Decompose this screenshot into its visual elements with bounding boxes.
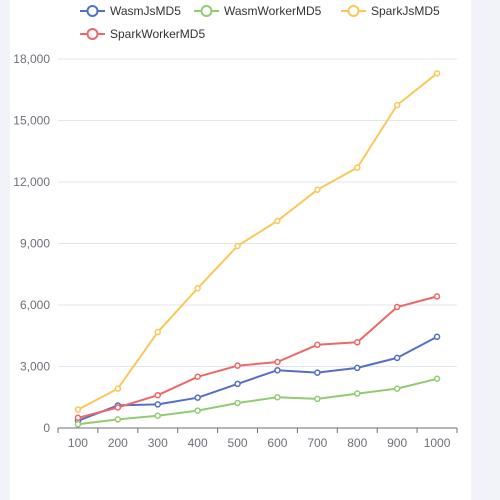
legend-label[interactable]: SparkJsMD5 (371, 4, 440, 18)
x-tick-label: 900 (387, 436, 407, 450)
data-point[interactable] (433, 333, 441, 341)
data-point[interactable] (314, 395, 321, 403)
x-tick-label: 600 (267, 436, 287, 450)
data-point[interactable] (393, 303, 401, 311)
legend-label[interactable]: WasmWorkerMD5 (224, 4, 322, 18)
data-point[interactable] (194, 373, 201, 380)
x-tick-label: 400 (188, 436, 208, 450)
x-tick-label: 700 (307, 436, 327, 450)
y-tick-label: 0 (43, 421, 50, 435)
data-point[interactable] (274, 358, 281, 366)
data-point[interactable] (354, 364, 361, 372)
data-point[interactable] (433, 375, 441, 383)
data-point[interactable] (274, 394, 281, 401)
x-tick-label: 100 (68, 436, 88, 450)
series-line-sparkworkermd5 (77, 295, 438, 419)
data-point[interactable] (74, 414, 82, 421)
data-point[interactable] (74, 406, 82, 413)
data-point[interactable] (154, 328, 161, 336)
data-point[interactable] (393, 385, 401, 392)
data-point[interactable] (194, 394, 201, 401)
legend-symbol[interactable] (347, 5, 360, 17)
data-point[interactable] (114, 385, 122, 392)
data-point[interactable] (194, 407, 201, 414)
x-tick-label: 500 (228, 436, 248, 450)
data-point[interactable] (194, 284, 201, 292)
data-point[interactable] (234, 399, 241, 407)
x-tick-label: 300 (148, 436, 168, 450)
data-point[interactable] (154, 401, 161, 408)
data-point[interactable] (393, 354, 401, 362)
y-tick-label: 12,000 (13, 175, 50, 189)
data-point[interactable] (234, 380, 241, 388)
data-point[interactable] (314, 186, 321, 194)
data-point[interactable] (154, 391, 161, 399)
data-point[interactable] (393, 101, 401, 109)
data-point[interactable] (354, 339, 361, 346)
legend-label[interactable]: SparkWorkerMD5 (110, 27, 205, 41)
data-point[interactable] (354, 164, 361, 171)
right-panel-strip (471, 0, 500, 500)
data-point[interactable] (114, 404, 122, 411)
data-point[interactable] (114, 416, 122, 423)
series-line-wasmjsmd5 (77, 335, 438, 422)
y-tick-label: 3,000 (20, 360, 50, 374)
data-point[interactable] (314, 369, 321, 376)
series-line-sparkjsmd5 (77, 72, 438, 411)
legend-symbol[interactable] (86, 28, 99, 40)
data-point[interactable] (433, 293, 441, 300)
y-tick-label: 15,000 (13, 114, 50, 128)
y-tick-label: 18,000 (13, 52, 50, 66)
left-panel-strip (0, 0, 10, 500)
x-tick-label: 1000 (424, 436, 451, 450)
x-tick-label: 800 (347, 436, 367, 450)
y-tick-label: 6,000 (20, 298, 50, 312)
data-point[interactable] (154, 412, 161, 419)
data-point[interactable] (433, 70, 441, 77)
data-point[interactable] (234, 242, 241, 250)
data-point[interactable] (354, 390, 361, 397)
legend-symbol[interactable] (200, 5, 213, 17)
data-point[interactable] (74, 421, 82, 428)
data-point[interactable] (274, 217, 281, 225)
data-point[interactable] (314, 341, 321, 349)
legend-symbol[interactable] (86, 5, 99, 17)
y-tick-label: 9,000 (20, 237, 50, 251)
legend-label[interactable]: WasmJsMD5 (110, 4, 181, 18)
data-point[interactable] (274, 366, 281, 374)
series-line-wasmworkermd5 (77, 377, 438, 426)
x-tick-label: 200 (108, 436, 128, 450)
data-point[interactable] (234, 362, 241, 369)
